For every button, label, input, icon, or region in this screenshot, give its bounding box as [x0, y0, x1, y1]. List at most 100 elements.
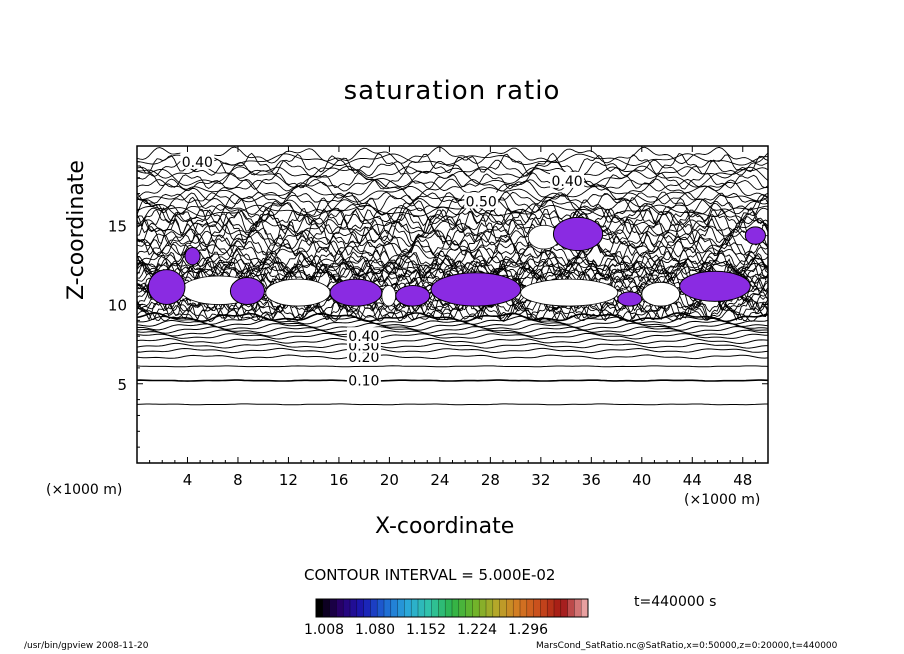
colorbar-swatch: [499, 599, 507, 617]
contour-label-layer: 0.400.400.500.100.200.300.40: [180, 152, 585, 390]
contour-line: [137, 379, 768, 382]
contour-line: [137, 146, 768, 165]
colorbar-swatch: [540, 599, 548, 617]
colorbar-swatch: [438, 599, 446, 617]
colorbar-frame: [315, 598, 589, 618]
colorbar: 1.008 1.080 1.152 1.224 1.296: [304, 598, 589, 638]
colorbar-swatch: [479, 599, 487, 617]
contour-line: [137, 403, 768, 406]
contour-line: [137, 228, 768, 256]
contour-line: [137, 178, 768, 192]
colorbar-swatch: [574, 599, 582, 617]
chart-title: saturation ratio: [343, 76, 561, 106]
contour-label: 0.10: [348, 374, 379, 390]
x-unit-label-right: (×1000 m): [684, 492, 761, 508]
footer-command: /usr/bin/gpview 2008-11-20: [24, 641, 149, 651]
contour-line: [137, 354, 768, 360]
x-tick-label: 4: [183, 471, 193, 489]
contour-line: [137, 325, 768, 334]
colorbar-swatch: [445, 599, 453, 617]
x-tick-label: 36: [582, 471, 601, 489]
colorbar-tick-label: 1.080: [355, 622, 395, 638]
contour-label-bg: [346, 371, 381, 388]
footer-source: MarsCond_SatRatio.nc@SatRatio,x=0:50000,…: [536, 641, 838, 651]
colorbar-swatch: [316, 599, 324, 617]
contour-line: [137, 250, 768, 269]
contour-line: [137, 342, 768, 349]
x-axis-label: X-coordinate: [375, 514, 515, 539]
contour-label: 0.40: [182, 155, 213, 171]
contour-label: 0.20: [348, 350, 379, 366]
colorbar-swatch: [336, 599, 344, 617]
x-tick-label: 16: [329, 471, 348, 489]
shaded-region: [329, 278, 383, 307]
colorbar-swatch: [567, 599, 575, 617]
colorbar-swatch: [418, 599, 426, 617]
colorbar-swatch: [370, 599, 378, 617]
colorbar-swatch: [424, 599, 433, 617]
colorbar-tick-label: 1.008: [304, 622, 344, 638]
contour-line: [137, 178, 768, 201]
cloud-gap: [641, 281, 681, 307]
y-axis-label: Z-coordinate: [64, 160, 89, 300]
colorbar-swatch: [465, 599, 473, 617]
x-tick-label: 40: [632, 471, 651, 489]
contour-label-bg: [180, 152, 215, 169]
shaded-region: [744, 226, 766, 245]
y-tick-label: 5: [117, 376, 127, 394]
colorbar-swatch: [384, 599, 392, 617]
colorbar-swatch: [554, 599, 562, 617]
x-tick-label: 32: [531, 471, 550, 489]
contour-line: [137, 152, 768, 176]
colorbar-swatch: [377, 599, 385, 617]
contour-line: [137, 254, 768, 278]
contour-label-bg: [464, 192, 499, 209]
y-tick-label: 10: [108, 297, 127, 315]
colorbar-swatch: [486, 599, 494, 617]
colorbar-swatch: [506, 599, 514, 617]
contour-line: [137, 185, 768, 203]
colorbar-swatch: [526, 599, 535, 617]
contour-line: [137, 172, 768, 190]
contour-line: [137, 198, 768, 216]
contour-line: [137, 337, 768, 345]
contour-line: [137, 261, 768, 275]
shaded-regions: [147, 216, 766, 307]
contour-label: 0.40: [551, 174, 582, 190]
x-tick-label: 12: [279, 471, 298, 489]
colorbar-swatch: [350, 599, 358, 617]
colorbar-swatch: [356, 599, 365, 617]
shaded-region: [147, 269, 186, 306]
contour-line: [137, 332, 768, 340]
contour-line: [137, 204, 768, 218]
colorbar-swatch: [581, 599, 589, 617]
contour-line: [137, 153, 768, 166]
x-tick-label: 48: [733, 471, 752, 489]
x-tick-label: 20: [380, 471, 399, 489]
colorbar-swatch: [397, 599, 405, 617]
shaded-region: [552, 216, 604, 252]
shaded-region: [679, 270, 751, 302]
shaded-region: [395, 284, 431, 307]
colorbar-swatch: [452, 599, 460, 617]
x-unit-label-left: (×1000 m): [46, 482, 123, 498]
colorbar-swatch: [472, 599, 480, 617]
x-tick-label: 8: [233, 471, 243, 489]
contour-line: [137, 166, 768, 179]
colorbar-tick-label: 1.296: [508, 622, 548, 638]
y-tick-label: 15: [108, 217, 127, 235]
contour-line: [137, 319, 768, 328]
cloud-gap: [381, 285, 397, 307]
contour-line: [137, 248, 768, 277]
contour-line: [137, 219, 768, 237]
contour-label: 0.50: [466, 194, 497, 210]
shaded-region: [229, 277, 265, 305]
contour-line: [137, 365, 768, 368]
colorbar-swatch: [458, 599, 467, 617]
contour-label: 0.40: [348, 329, 379, 345]
colorbar-swatch: [390, 599, 399, 617]
contour-line: [137, 244, 768, 267]
colorbar-tick-label: 1.152: [406, 622, 446, 638]
